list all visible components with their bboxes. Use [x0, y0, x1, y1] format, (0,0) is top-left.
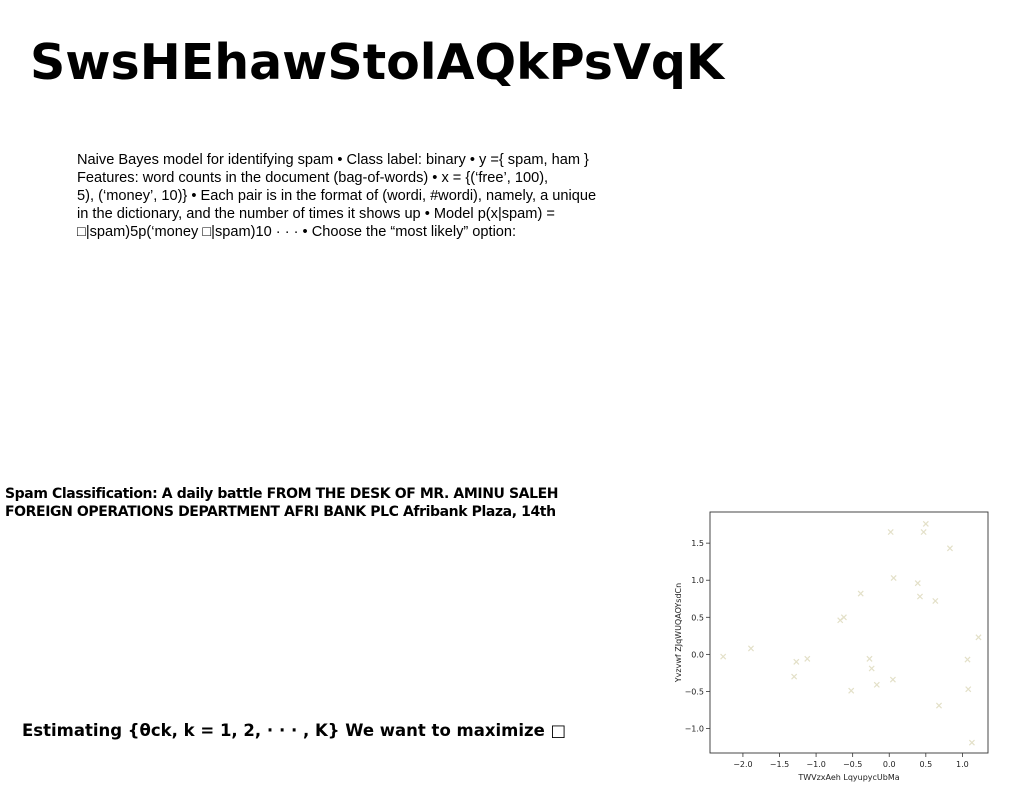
page-title: SwsHEhawStolAQkPsVqK [30, 34, 724, 91]
scatter-point [866, 655, 873, 662]
scatter-point [890, 574, 897, 582]
scatter-point [804, 655, 811, 662]
scatter-point [914, 580, 921, 587]
x-tick-label: −1.0 [806, 760, 825, 769]
scatter-point [791, 673, 798, 680]
scatter-point [868, 665, 875, 672]
scatter-point [968, 739, 975, 746]
scatter-point [965, 686, 972, 693]
scatter-point [793, 658, 800, 665]
y-tick-label: 0.0 [691, 650, 704, 659]
scatter-point [935, 702, 943, 709]
scatter-point [922, 520, 929, 527]
paragraph-line: in the dictionary, and the number of tim… [77, 206, 555, 222]
scatter-point [946, 545, 953, 552]
y-tick-label: −1.0 [685, 725, 704, 734]
scatter-point [840, 614, 847, 621]
paragraph-line: Features: word counts in the document (b… [77, 170, 549, 186]
paragraph-line: 5), (‘money’, 10)} • Each pair is in the… [77, 188, 597, 204]
x-tick-label: 1.0 [956, 760, 969, 769]
x-tick-label: 0.0 [883, 760, 896, 769]
scatter-point [916, 593, 923, 600]
x-tick-label: −2.0 [733, 760, 752, 769]
scatter-point [920, 528, 927, 536]
naive-bayes-paragraph: Naive Bayes model for identifying spam •… [77, 151, 657, 241]
scatter-point [887, 528, 894, 536]
y-tick-label: 1.5 [691, 539, 704, 548]
paragraph-line: □|spam)5p(‘money □|spam)10 · · · • Choos… [77, 224, 517, 240]
estimating-text: Estimating {θck, k = 1, 2, · · · , K} We… [22, 721, 567, 740]
scatter-point [964, 656, 971, 663]
spam-classification-heading: Spam Classification: A daily battle FROM… [5, 485, 605, 521]
y-tick-label: 0.5 [691, 613, 704, 622]
heading-line: Spam Classification: A daily battle FROM… [5, 486, 559, 502]
x-axis-label: TWVzxAeh LqyupycUbMa [797, 773, 899, 782]
scatter-point [932, 597, 939, 605]
scatter-point [857, 590, 864, 597]
scatter-point [975, 634, 982, 641]
x-tick-label: −0.5 [843, 760, 862, 769]
scatter-point [889, 676, 896, 683]
scatter-chart: −2.0 −1.5 −1.0 −0.5 0.0 0.5 1.0 −1.0 −0.5 0.0 0.5 1… [674, 511, 989, 782]
y-tick-label: −0.5 [685, 687, 704, 696]
scatter-point [873, 681, 880, 688]
plot-frame [709, 511, 989, 754]
heading-line: FOREIGN OPERATIONS DEPARTMENT AFRI BANK … [5, 504, 556, 520]
scatter-point [747, 645, 754, 652]
x-tick-label: −1.5 [770, 760, 789, 769]
y-tick-label: 1.0 [691, 576, 704, 585]
scatter-point [720, 653, 727, 660]
y-axis-label: Yvzvwf ZJqWUQAOYsdCn [674, 583, 683, 683]
x-tick-label: 0.5 [919, 760, 932, 769]
scatter-point [848, 687, 855, 694]
paragraph-line: Naive Bayes model for identifying spam •… [77, 152, 589, 168]
